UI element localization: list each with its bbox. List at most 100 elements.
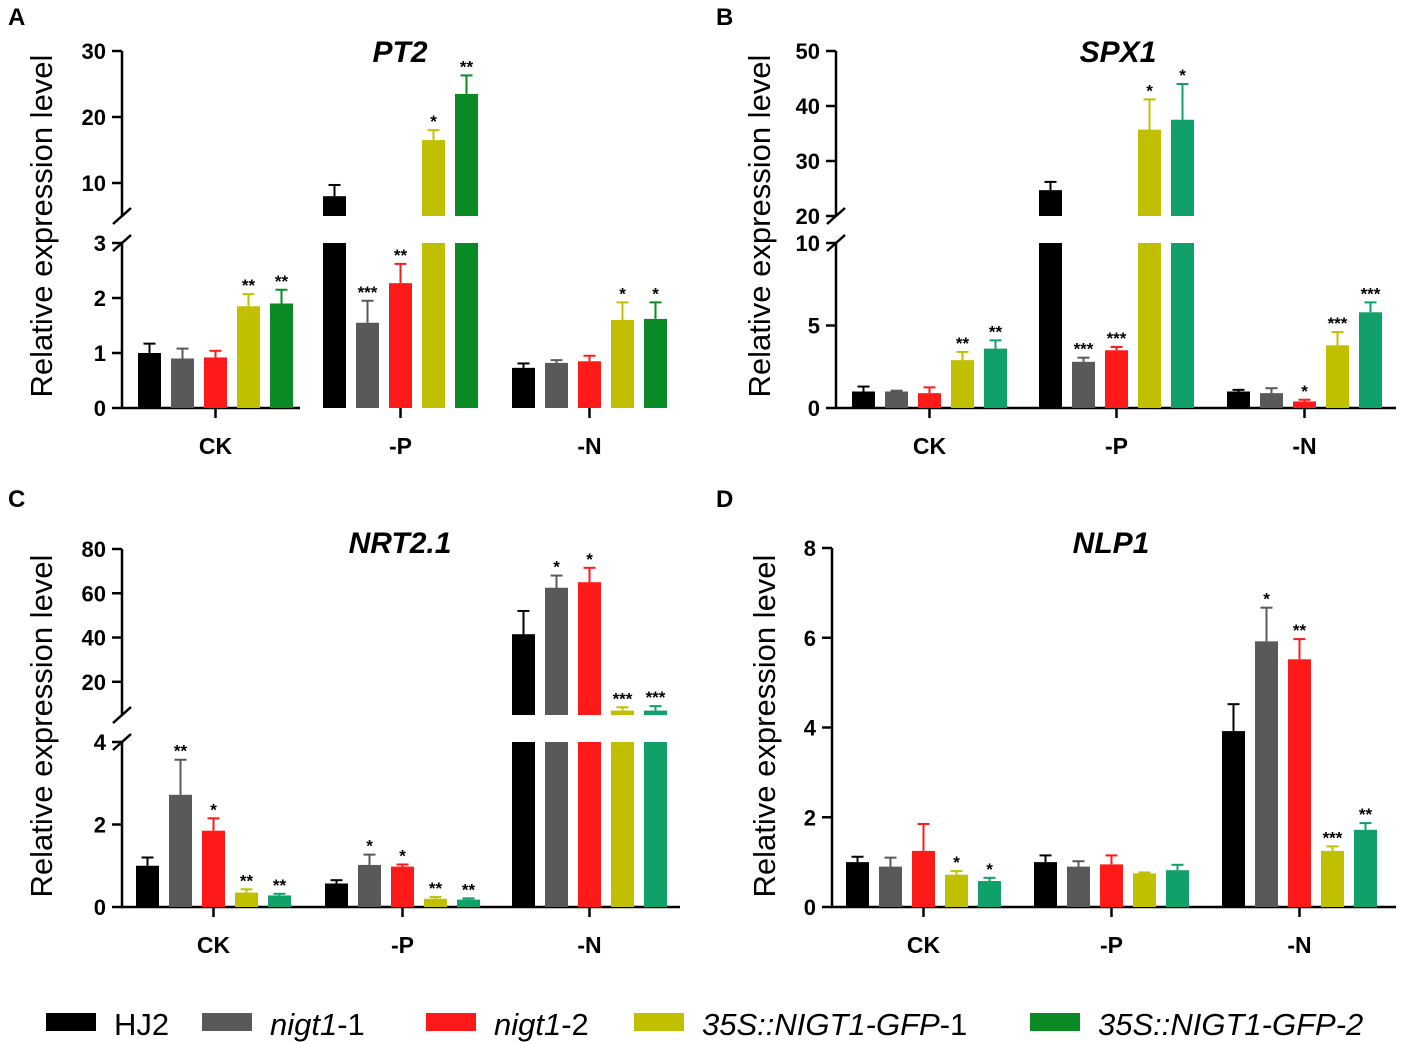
significance-label: * bbox=[1263, 590, 1270, 609]
chart-title: SPX1 bbox=[1080, 36, 1157, 69]
bar-upper-segment bbox=[578, 582, 601, 715]
bar bbox=[270, 303, 293, 408]
legend-label-part: -1 bbox=[337, 1007, 365, 1042]
significance-label: * bbox=[399, 847, 406, 866]
y-tick-label: 80 bbox=[82, 537, 106, 562]
significance-label: *** bbox=[1074, 340, 1094, 359]
legend-label-part: 35S::NIGT1-GFP bbox=[702, 1007, 940, 1042]
y-tick-label: 3 bbox=[94, 231, 106, 256]
x-tick-label: CK bbox=[907, 932, 941, 958]
y-tick-label: 6 bbox=[804, 626, 816, 651]
y-tick-label: 4 bbox=[804, 716, 817, 741]
bar-upper-segment bbox=[455, 93, 478, 216]
significance-label: ** bbox=[394, 246, 408, 265]
legend-swatch bbox=[46, 1013, 96, 1031]
legend-label-part: 35S::NIGT1-GFP-2 bbox=[1098, 1007, 1363, 1042]
axis-break-mark bbox=[112, 706, 132, 724]
bar bbox=[1133, 873, 1156, 907]
bar bbox=[644, 742, 667, 907]
bar bbox=[1072, 361, 1095, 408]
bar bbox=[204, 357, 227, 408]
legend-item: HJ2 bbox=[46, 1007, 169, 1042]
y-tick-label: 5 bbox=[808, 314, 820, 339]
bar bbox=[202, 830, 225, 907]
legend-label-part: HJ2 bbox=[114, 1007, 169, 1042]
bar bbox=[512, 367, 535, 408]
bar-upper-segment bbox=[611, 710, 634, 715]
legend-item: 35S::NIGT1-GFP-2 bbox=[1030, 1007, 1363, 1042]
legend-label-part: -1 bbox=[940, 1007, 968, 1042]
bar-upper-segment bbox=[644, 710, 667, 715]
x-tick-label: -P bbox=[391, 932, 414, 958]
x-tick-label: CK bbox=[197, 932, 231, 958]
x-tick-label: -P bbox=[1105, 433, 1128, 459]
bar bbox=[1138, 243, 1161, 408]
bar bbox=[268, 895, 291, 907]
significance-label: ** bbox=[174, 742, 188, 761]
bar bbox=[1288, 659, 1311, 907]
bar bbox=[1227, 391, 1250, 408]
significance-label: *** bbox=[1361, 284, 1381, 303]
x-tick-label: -N bbox=[577, 433, 601, 459]
y-tick-label: 20 bbox=[796, 204, 820, 229]
panel-letter: D bbox=[716, 486, 733, 513]
bar bbox=[918, 393, 941, 408]
bar bbox=[578, 742, 601, 907]
significance-label: ** bbox=[462, 880, 476, 899]
legend-label-part: -2 bbox=[561, 1007, 589, 1042]
y-axis-label: Relative expression level bbox=[747, 555, 782, 898]
bar bbox=[1293, 401, 1316, 408]
y-axis-label: Relative expression level bbox=[24, 55, 59, 398]
bar bbox=[945, 874, 968, 907]
x-tick-label: -P bbox=[1100, 932, 1123, 958]
chart-title: NLP1 bbox=[1073, 527, 1150, 560]
bar-upper-segment bbox=[422, 140, 445, 216]
legend-label: nigt1-1 bbox=[270, 1007, 365, 1042]
significance-label: * bbox=[1301, 382, 1308, 401]
y-tick-label: 40 bbox=[82, 626, 106, 651]
bar bbox=[1354, 829, 1377, 907]
bar bbox=[644, 318, 667, 408]
legend-item: 35S::NIGT1-GFP-1 bbox=[634, 1007, 967, 1042]
significance-label: * bbox=[366, 837, 373, 856]
significance-label: * bbox=[1179, 66, 1186, 85]
significance-label: *** bbox=[358, 283, 378, 302]
significance-label: *** bbox=[1323, 828, 1343, 847]
y-tick-label: 0 bbox=[808, 396, 820, 421]
significance-label: * bbox=[1146, 81, 1153, 100]
y-tick-label: 50 bbox=[796, 39, 820, 64]
bar bbox=[545, 742, 568, 907]
significance-label: * bbox=[619, 284, 626, 303]
bar bbox=[455, 243, 478, 408]
bar bbox=[611, 742, 634, 907]
significance-label: ** bbox=[1359, 805, 1373, 824]
y-tick-label: 2 bbox=[804, 805, 816, 830]
bar bbox=[389, 283, 412, 408]
bar bbox=[422, 243, 445, 408]
panel-letter: B bbox=[716, 4, 733, 31]
legend-label: 35S::NIGT1-GFP-1 bbox=[702, 1007, 967, 1042]
significance-label: * bbox=[986, 860, 993, 879]
y-tick-label: 4 bbox=[94, 730, 107, 755]
bar bbox=[1034, 862, 1057, 907]
x-tick-label: CK bbox=[199, 433, 233, 459]
significance-label: ** bbox=[240, 871, 254, 890]
legend-swatch bbox=[202, 1013, 252, 1031]
legend-swatch bbox=[426, 1013, 476, 1031]
bar-upper-segment bbox=[1138, 129, 1161, 216]
bar bbox=[325, 883, 348, 907]
legend-label: nigt1-2 bbox=[494, 1007, 589, 1042]
bar bbox=[1166, 870, 1189, 907]
bar bbox=[885, 391, 908, 408]
significance-label: ** bbox=[956, 334, 970, 353]
bar bbox=[1359, 312, 1382, 408]
y-tick-label: 0 bbox=[94, 396, 106, 421]
chart-title: PT2 bbox=[372, 36, 427, 69]
chart-title: NRT2.1 bbox=[349, 527, 452, 560]
x-tick-label: CK bbox=[913, 433, 947, 459]
y-tick-label: 40 bbox=[796, 94, 820, 119]
bar bbox=[578, 361, 601, 408]
